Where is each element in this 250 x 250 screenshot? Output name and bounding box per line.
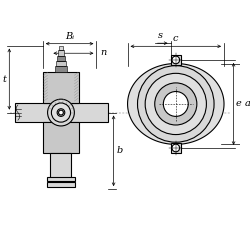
Circle shape [145, 73, 206, 134]
Text: e: e [236, 100, 241, 108]
Circle shape [48, 99, 74, 126]
Circle shape [138, 66, 214, 142]
Circle shape [52, 103, 70, 122]
Text: a: a [245, 100, 250, 108]
Text: n: n [100, 48, 106, 57]
Bar [57, 56, 65, 61]
Polygon shape [128, 64, 224, 144]
Bar [43, 122, 79, 153]
Circle shape [58, 110, 63, 115]
Bar [55, 66, 67, 72]
Circle shape [172, 144, 180, 152]
Circle shape [172, 56, 180, 64]
Bar [46, 182, 75, 187]
Text: c: c [173, 34, 178, 43]
Text: Bᵢ: Bᵢ [65, 32, 74, 41]
Text: t: t [2, 74, 6, 84]
Bar [46, 177, 75, 182]
Text: s: s [158, 31, 163, 40]
Bar [59, 46, 63, 50]
Bar [43, 72, 79, 103]
Text: b: b [116, 146, 123, 155]
Bar [15, 103, 108, 122]
Bar [56, 61, 66, 66]
Circle shape [57, 109, 65, 116]
Bar [58, 50, 64, 56]
Bar [170, 143, 181, 153]
Circle shape [163, 92, 188, 116]
Bar [170, 55, 181, 65]
Bar [50, 153, 71, 180]
Circle shape [155, 83, 197, 125]
